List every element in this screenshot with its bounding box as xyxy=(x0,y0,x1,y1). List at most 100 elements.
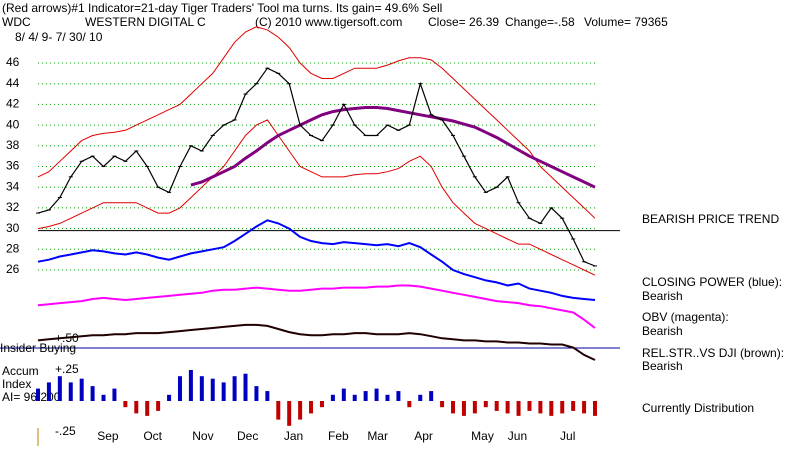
indicator-line xyxy=(190,106,596,189)
accum-bar xyxy=(461,401,466,416)
accum-bar xyxy=(298,401,303,420)
accum-bar xyxy=(341,388,346,401)
accum-bar xyxy=(418,394,423,401)
y-tick-label: 46 xyxy=(6,55,20,69)
x-tick-label: Nov xyxy=(192,429,213,443)
accum-bar xyxy=(527,401,532,411)
accum-bar xyxy=(451,401,456,414)
accum-bar xyxy=(188,370,193,401)
y-tick-label: 26 xyxy=(6,262,20,276)
indicator-line xyxy=(37,219,596,301)
annotation: Bearish xyxy=(642,324,683,338)
y-tick-label: 40 xyxy=(6,117,20,131)
accum-bar xyxy=(57,376,62,401)
accum-bar xyxy=(440,401,445,408)
accum-bar xyxy=(505,401,510,414)
accum-bar xyxy=(276,401,281,420)
accum-bar xyxy=(549,401,554,416)
accum-bar xyxy=(385,394,390,401)
accum-bar xyxy=(287,401,292,426)
accum-bar xyxy=(319,401,324,408)
header-company: WESTERN DIGITAL C xyxy=(85,15,206,29)
accum-bar xyxy=(79,378,84,401)
accum-bar xyxy=(167,394,172,401)
indicator-line xyxy=(37,284,596,329)
accum-bar xyxy=(221,382,226,401)
x-tick-label: Feb xyxy=(328,429,349,443)
x-tick-label: Oct xyxy=(143,429,162,443)
accum-title: Accum xyxy=(2,364,39,378)
accum-bar xyxy=(46,382,51,401)
y-tick-label: 34 xyxy=(6,179,20,193)
x-tick-label: Sep xyxy=(97,429,119,443)
y-tick-label: 30 xyxy=(6,221,20,235)
price-line xyxy=(37,67,596,267)
accum-bar xyxy=(101,394,106,401)
accum-bar xyxy=(516,401,521,416)
header-copyright: (C) 2010 www.tigersoft.com xyxy=(255,15,402,29)
accum-bar xyxy=(582,401,587,414)
indicator-line xyxy=(37,26,596,219)
accum-bar xyxy=(254,386,259,401)
x-tick-label: Jul xyxy=(560,429,575,443)
accum-bar xyxy=(396,391,401,401)
accum-subtitle: Index xyxy=(2,377,31,391)
accum-bar xyxy=(90,386,95,401)
accum-bar xyxy=(494,401,499,411)
indicator-line xyxy=(37,119,596,276)
accum-bar xyxy=(374,388,379,401)
accum-tick-label: -.25 xyxy=(55,424,76,438)
annotation: BEARISH PRICE TREND xyxy=(642,212,779,226)
header-indicator: (Red arrows)#1 Indicator=21-day Tiger Tr… xyxy=(2,1,442,15)
x-tick-label: Apr xyxy=(414,429,433,443)
y-tick-label: 44 xyxy=(6,76,20,90)
x-tick-label: May xyxy=(471,429,494,443)
accum-bar xyxy=(68,382,73,401)
annotation: REL.STR..VS DJI (brown): xyxy=(642,346,784,360)
x-tick-label: Mar xyxy=(367,429,388,443)
y-tick-label: 38 xyxy=(6,138,20,152)
accum-bar xyxy=(407,401,412,408)
accum-bar xyxy=(309,401,314,414)
accum-bar xyxy=(483,401,488,408)
accum-bar xyxy=(156,401,161,411)
accum-bar xyxy=(330,394,335,401)
header-volume: Volume= 79365 xyxy=(584,15,668,29)
accum-bar xyxy=(593,401,597,416)
accum-bar xyxy=(472,401,477,414)
accum-bar xyxy=(560,401,565,414)
accum-bar xyxy=(134,401,139,414)
accum-ai: AI= 96/200 xyxy=(2,390,61,404)
accum-bar xyxy=(36,388,40,401)
accum-tick-label: +.50 xyxy=(55,331,79,345)
x-tick-label: Jan xyxy=(284,429,303,443)
accum-bar xyxy=(352,394,357,401)
accum-bar xyxy=(429,391,434,401)
accum-bar xyxy=(232,376,237,401)
annotation: Bearish xyxy=(642,289,683,303)
y-tick-label: 36 xyxy=(6,159,20,173)
x-tick-label: Jun xyxy=(508,429,527,443)
annotation: Currently Distribution xyxy=(642,401,754,415)
header-close: Close= 26.39 xyxy=(428,15,499,29)
indicator-line xyxy=(37,323,596,361)
accum-bar xyxy=(243,373,248,401)
accum-bar xyxy=(145,401,150,416)
accum-bar xyxy=(199,376,204,401)
x-tick-label: Dec xyxy=(237,429,258,443)
annotation: OBV (magenta): xyxy=(642,310,729,324)
annotation: CLOSING POWER (blue): xyxy=(642,275,782,289)
header-symbol: WDC xyxy=(2,15,31,29)
accum-bar xyxy=(112,388,117,401)
header-dates: 8/ 4/ 9- 7/ 30/ 10 xyxy=(15,30,103,44)
accum-bar xyxy=(210,378,215,401)
accum-bar xyxy=(177,376,182,401)
y-tick-label: 42 xyxy=(6,97,20,111)
accum-bar xyxy=(123,401,128,408)
annotation: Bearish xyxy=(642,359,683,373)
accum-bar xyxy=(363,391,368,401)
accum-tick-label: +.25 xyxy=(55,362,79,376)
accum-bar xyxy=(571,401,576,411)
insider-label: Insider Buying xyxy=(0,341,76,355)
